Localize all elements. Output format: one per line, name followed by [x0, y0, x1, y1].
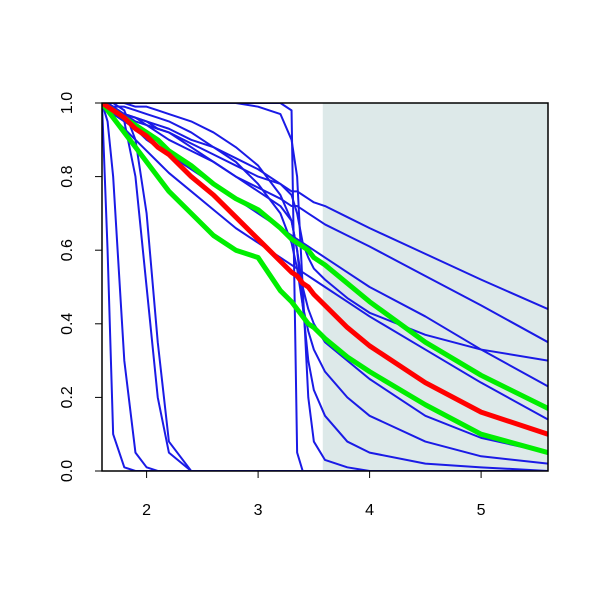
- series-line: [102, 103, 548, 471]
- y-tick-label: 0.0: [59, 460, 76, 482]
- series-line: [102, 103, 548, 454]
- shaded-region: [322, 103, 548, 471]
- series-line: [102, 103, 548, 471]
- series-line: [102, 103, 548, 471]
- series-line: [102, 103, 548, 471]
- x-tick-label: 3: [254, 502, 263, 519]
- y-tick-label: 0.8: [59, 165, 76, 187]
- y-tick-label: 0.4: [59, 313, 76, 335]
- series-line: [102, 103, 548, 456]
- series-line: [102, 103, 548, 437]
- x-tick-label: 4: [365, 502, 374, 519]
- x-tick-label: 2: [142, 502, 151, 519]
- series-line: [102, 103, 548, 344]
- series-line: [102, 103, 548, 471]
- y-tick-label: 1.0: [59, 92, 76, 114]
- plot-frame: [101, 102, 549, 472]
- y-tick-label: 0.6: [59, 239, 76, 261]
- y-tick-label: 0.2: [59, 386, 76, 408]
- x-tick-label: 5: [477, 502, 486, 519]
